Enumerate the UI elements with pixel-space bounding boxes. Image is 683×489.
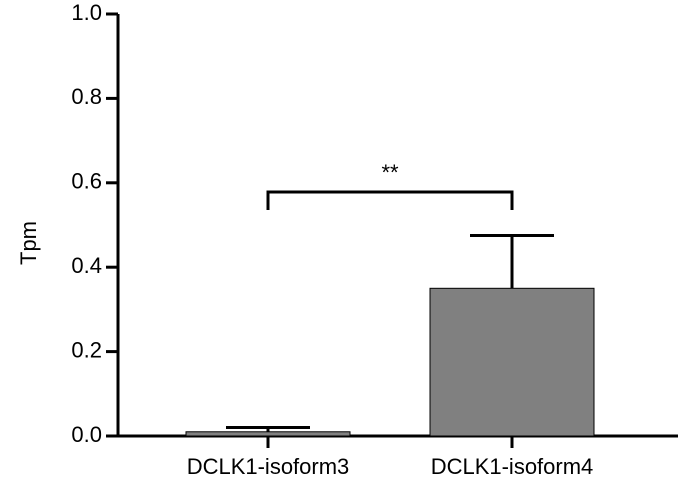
significance-bracket-group: **	[266, 160, 514, 210]
bars-group	[185, 287, 595, 437]
y-axis-title: Tpm	[16, 221, 41, 265]
y-tick-label: 1.0	[71, 0, 102, 25]
significance-bracket	[266, 190, 514, 210]
error-bars-group	[226, 234, 554, 432]
bar	[185, 431, 351, 437]
y-tick-label: 0.4	[71, 253, 102, 278]
x-tick-label: DCLK1-isoform4	[431, 454, 594, 479]
x-axis: DCLK1-isoform3 DCLK1-isoform4	[118, 434, 678, 479]
y-tick-label: 0.0	[71, 422, 102, 447]
y-tick-label: 0.2	[71, 337, 102, 362]
bar	[429, 287, 595, 437]
y-axis: 0.0 0.2 0.4 0.6 0.8 1.0	[71, 0, 120, 447]
x-tick-label: DCLK1-isoform3	[187, 454, 350, 479]
significance-label: **	[381, 160, 399, 185]
y-tick-label: 0.6	[71, 169, 102, 194]
y-tick-label: 0.8	[71, 84, 102, 109]
